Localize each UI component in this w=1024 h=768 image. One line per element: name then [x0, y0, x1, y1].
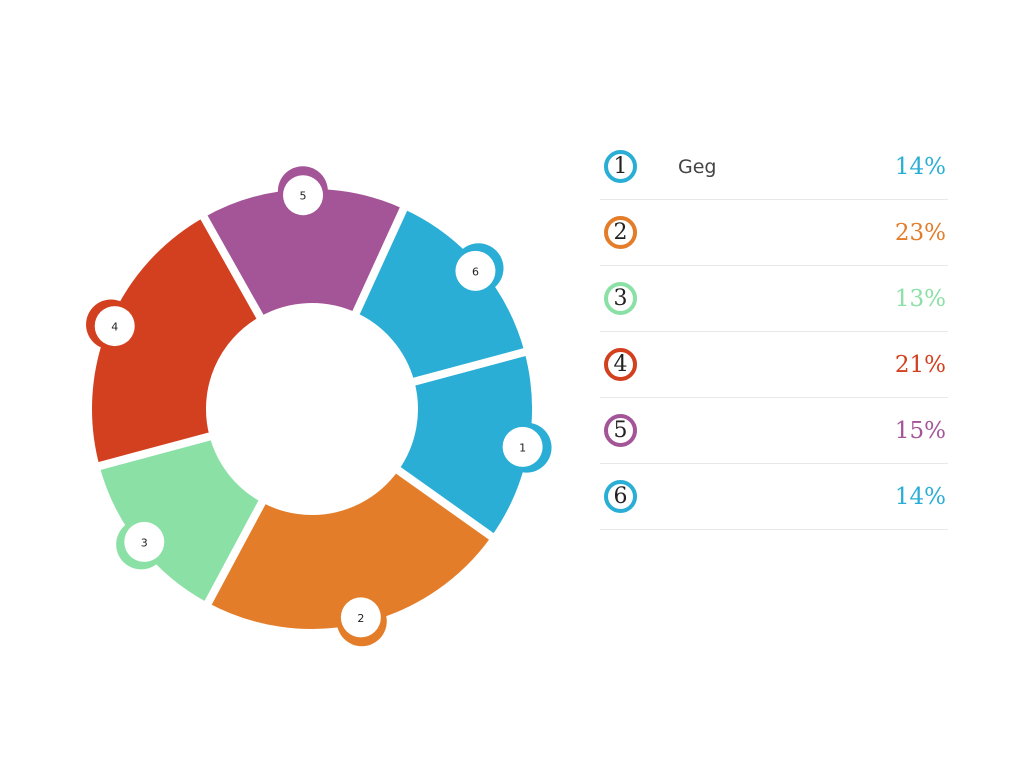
- legend-value-5: 15%: [894, 417, 946, 444]
- donut-chart: 1 2 3 4 5 6: [84, 166, 552, 647]
- legend-badge-5: 5: [604, 414, 637, 447]
- segment-badge-fill-4: [94, 306, 135, 347]
- legend-row-2: 2 23%: [600, 200, 948, 266]
- segment-badge-5: 5: [277, 166, 328, 217]
- donut-segment-5: [196, 181, 411, 326]
- legend-value-3: 13%: [894, 285, 946, 312]
- donut-segment-4: [84, 208, 268, 472]
- segment-badge-6: 6: [453, 243, 504, 294]
- legend-value-4: 21%: [894, 351, 946, 378]
- segment-badge-label-5: 5: [300, 190, 307, 203]
- legend-label-1: Geg: [678, 155, 717, 178]
- legend-row-5: 5 15%: [600, 398, 948, 464]
- legend-badge-2: 2: [604, 216, 637, 249]
- segment-badge-fill-3: [124, 521, 165, 562]
- legend-badge-3: 3: [604, 282, 637, 315]
- segment-badge-label-1: 1: [519, 441, 526, 454]
- legend-row-6: 6 14%: [600, 464, 948, 530]
- donut-segment-2: [200, 462, 501, 637]
- legend-row-3: 3 13%: [600, 266, 948, 332]
- legend-value-1: 14%: [894, 153, 946, 180]
- segment-badge-fill-5: [283, 175, 324, 216]
- legend-badge-4: 4: [604, 348, 637, 381]
- segment-badge-3: 3: [116, 519, 167, 570]
- segment-badge-fill-2: [340, 597, 381, 638]
- donut-segment-3: [90, 430, 270, 612]
- legend-row-4: 4 21%: [600, 332, 948, 398]
- segment-badge-fill-1: [502, 426, 543, 467]
- segment-badge-label-6: 6: [472, 265, 479, 278]
- segment-badge-fill-6: [455, 250, 496, 291]
- segment-badge-label-4: 4: [111, 321, 118, 334]
- segment-badge-1: 1: [501, 422, 552, 473]
- donut-segment-6: [349, 200, 534, 388]
- segment-badge-2: 2: [336, 596, 387, 647]
- segment-badge-4: 4: [86, 299, 137, 350]
- legend-value-6: 14%: [894, 483, 946, 510]
- legend-badge-6: 6: [604, 480, 637, 513]
- legend: 1 Geg 14% 2 23% 3 13% 4 21% 5 15% 6 14%: [600, 134, 948, 530]
- legend-badge-1: 1: [604, 150, 637, 183]
- legend-value-2: 23%: [894, 219, 946, 246]
- legend-row-1: 1 Geg 14%: [600, 134, 948, 200]
- segment-badge-label-3: 3: [141, 536, 148, 549]
- segment-badge-label-2: 2: [357, 612, 364, 625]
